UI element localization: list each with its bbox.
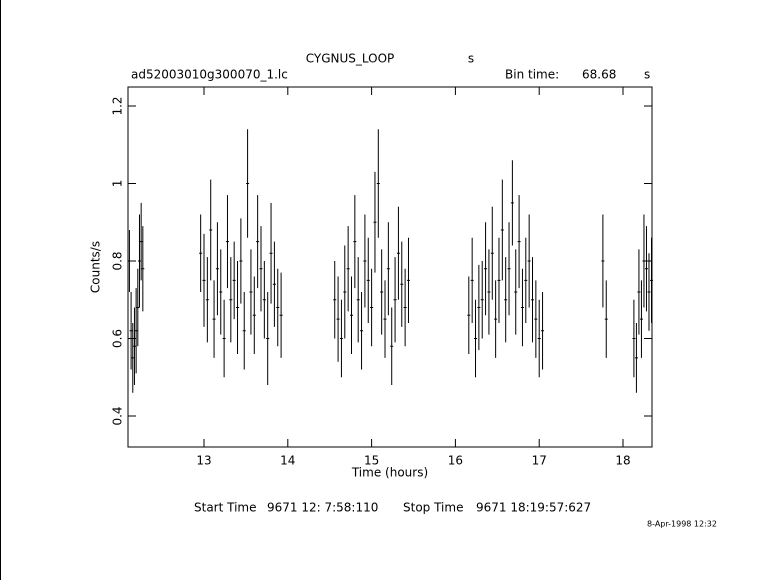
file-name: ad52003010g300070_1.lc	[131, 68, 288, 82]
chart-title: CYGNUS_LOOP	[306, 52, 395, 66]
x-tick-label: 14	[280, 454, 295, 468]
bin-time-label: Bin time:	[505, 68, 559, 82]
bin-time: 68.68	[582, 68, 616, 82]
x-tick-label: 15	[364, 454, 379, 468]
y-tick-label: 0.4	[111, 406, 125, 425]
y-tick-label: 1.2	[111, 96, 125, 115]
title-unit: s	[468, 52, 474, 66]
plot-frame	[127, 86, 653, 448]
x-tick-label: 18	[615, 454, 630, 468]
stop-label: Stop Time	[403, 501, 463, 515]
start-value: 9671 12: 7:58:110	[267, 501, 378, 515]
bin-time-unit: s	[644, 68, 650, 82]
x-tick-label: 17	[532, 454, 547, 468]
stop-value: 9671 18:19:57:627	[476, 501, 591, 515]
y-tick-label: 1	[111, 180, 125, 188]
start-label: Start Time	[194, 501, 257, 515]
y-tick-label: 0.6	[111, 329, 125, 348]
x-axis-label: Time (hours)	[351, 466, 428, 480]
y-axis-label: Counts/s	[89, 241, 103, 293]
x-tick-label: 13	[196, 454, 211, 468]
x-tick-label: 16	[448, 454, 463, 468]
y-tick-label: 0.8	[111, 251, 125, 270]
timestamp: 8-Apr-1998 12:32	[647, 520, 717, 529]
